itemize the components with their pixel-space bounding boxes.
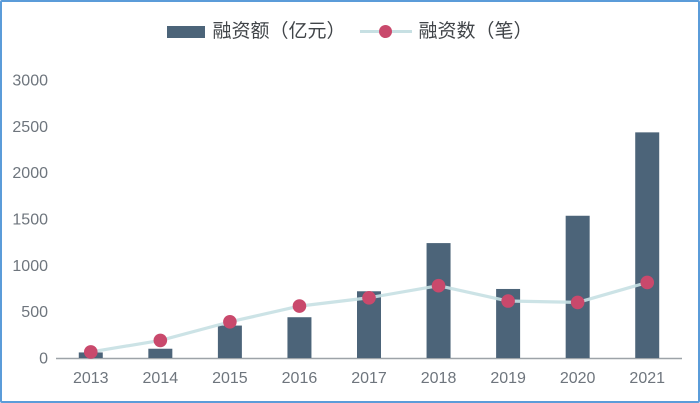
line-point-2015 bbox=[223, 315, 237, 329]
x-axis-tick-label-2014: 2014 bbox=[143, 370, 179, 387]
chart-legend: 融资额（亿元） 融资数（笔） bbox=[2, 22, 698, 41]
bar-series-swatch-icon bbox=[167, 25, 206, 38]
line-point-2016 bbox=[292, 299, 307, 313]
line-point-2021 bbox=[640, 275, 655, 290]
x-axis-tick-label-2018: 2018 bbox=[421, 370, 457, 387]
y-axis-tick-label-500: 500 bbox=[21, 304, 48, 321]
bar-2014 bbox=[148, 348, 173, 358]
x-axis-tick-label-2016: 2016 bbox=[282, 370, 318, 387]
x-axis-tick-label-2015: 2015 bbox=[212, 370, 248, 387]
bar-2021 bbox=[635, 132, 660, 358]
x-axis-tick-label-2013: 2013 bbox=[73, 370, 109, 387]
line-series-swatch-icon bbox=[359, 25, 412, 39]
bar-2020 bbox=[565, 215, 590, 358]
bar-2018 bbox=[426, 243, 451, 358]
x-axis-tick-label-2017: 2017 bbox=[351, 370, 387, 387]
bar-series-label: 融资额（亿元） bbox=[212, 21, 346, 42]
bar-2015 bbox=[217, 325, 242, 358]
line-point-2013 bbox=[83, 345, 98, 359]
legend-item-line-series[interactable]: 融资数（笔） bbox=[359, 21, 533, 42]
line-point-2019 bbox=[501, 294, 515, 308]
y-axis-tick-label-2500: 2500 bbox=[12, 119, 48, 136]
line-point-2020 bbox=[570, 295, 585, 310]
bar-2016 bbox=[287, 317, 312, 358]
bar-2019 bbox=[496, 288, 521, 358]
legend-item-bar-series[interactable]: 融资额（亿元） bbox=[167, 21, 346, 42]
line-series-label: 融资数（笔） bbox=[418, 21, 533, 42]
line-point-2017 bbox=[362, 290, 376, 305]
y-axis-tick-label-2000: 2000 bbox=[12, 165, 48, 182]
y-axis-tick-label-3000: 3000 bbox=[12, 73, 48, 90]
x-axis-tick-label-2021: 2021 bbox=[629, 370, 665, 387]
line-series-swatch-dot-icon bbox=[379, 25, 392, 38]
y-axis-tick-label-1500: 1500 bbox=[12, 212, 48, 229]
x-axis-tick-label-2019: 2019 bbox=[490, 370, 526, 387]
x-axis-tick-label-2020: 2020 bbox=[560, 370, 596, 387]
y-axis-tick-label-1000: 1000 bbox=[12, 258, 48, 275]
y-axis-tick-label-0: 0 bbox=[39, 351, 48, 368]
line-point-2014 bbox=[153, 333, 168, 348]
line-point-2018 bbox=[431, 278, 446, 293]
